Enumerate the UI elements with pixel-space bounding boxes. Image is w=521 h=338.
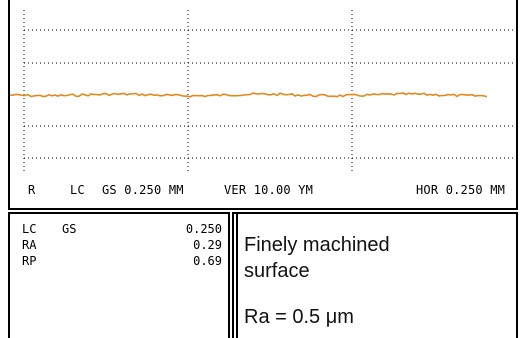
parameters-panel: LC GS 0.250 RA 0.29 RP 0.69 [8, 212, 230, 338]
param-name: LC [22, 222, 37, 236]
param-name: RP [22, 254, 37, 268]
profile-chart: R LC GS 0.250 MM VER 10.00 YM HOR 0.250 … [8, 0, 518, 210]
profile-trace [10, 92, 488, 98]
param-value: 0.69 [193, 254, 222, 268]
profile-plot [10, 10, 518, 172]
mode-label: R [28, 183, 36, 197]
param-header-row: LC GS 0.250 [22, 222, 222, 236]
param-value: 0.250 [185, 222, 222, 236]
description-panel: Finely machined surface Ra = 0.5 μm [232, 212, 518, 338]
ver-label: VER 10.00 YM [224, 183, 314, 197]
scale-status-line: R LC GS 0.250 MM VER 10.00 YM HOR 0.250 … [28, 183, 521, 203]
param-row-rp: RP 0.69 [22, 254, 222, 268]
ra-value-text: Ra = 0.5 μm [244, 306, 354, 328]
param-name-secondary: GS [62, 222, 77, 236]
hor-label: HOR 0.250 MM [416, 183, 506, 197]
description-line-1: Finely machined [244, 234, 390, 256]
param-row-ra: RA 0.29 [22, 238, 222, 252]
lc-label: LC [70, 183, 85, 197]
param-value: 0.29 [193, 238, 222, 252]
description-line-2: surface [244, 260, 310, 282]
param-name: RA [22, 238, 37, 252]
gs-label: GS 0.250 MM [102, 183, 184, 197]
grid-vertical [23, 10, 353, 172]
